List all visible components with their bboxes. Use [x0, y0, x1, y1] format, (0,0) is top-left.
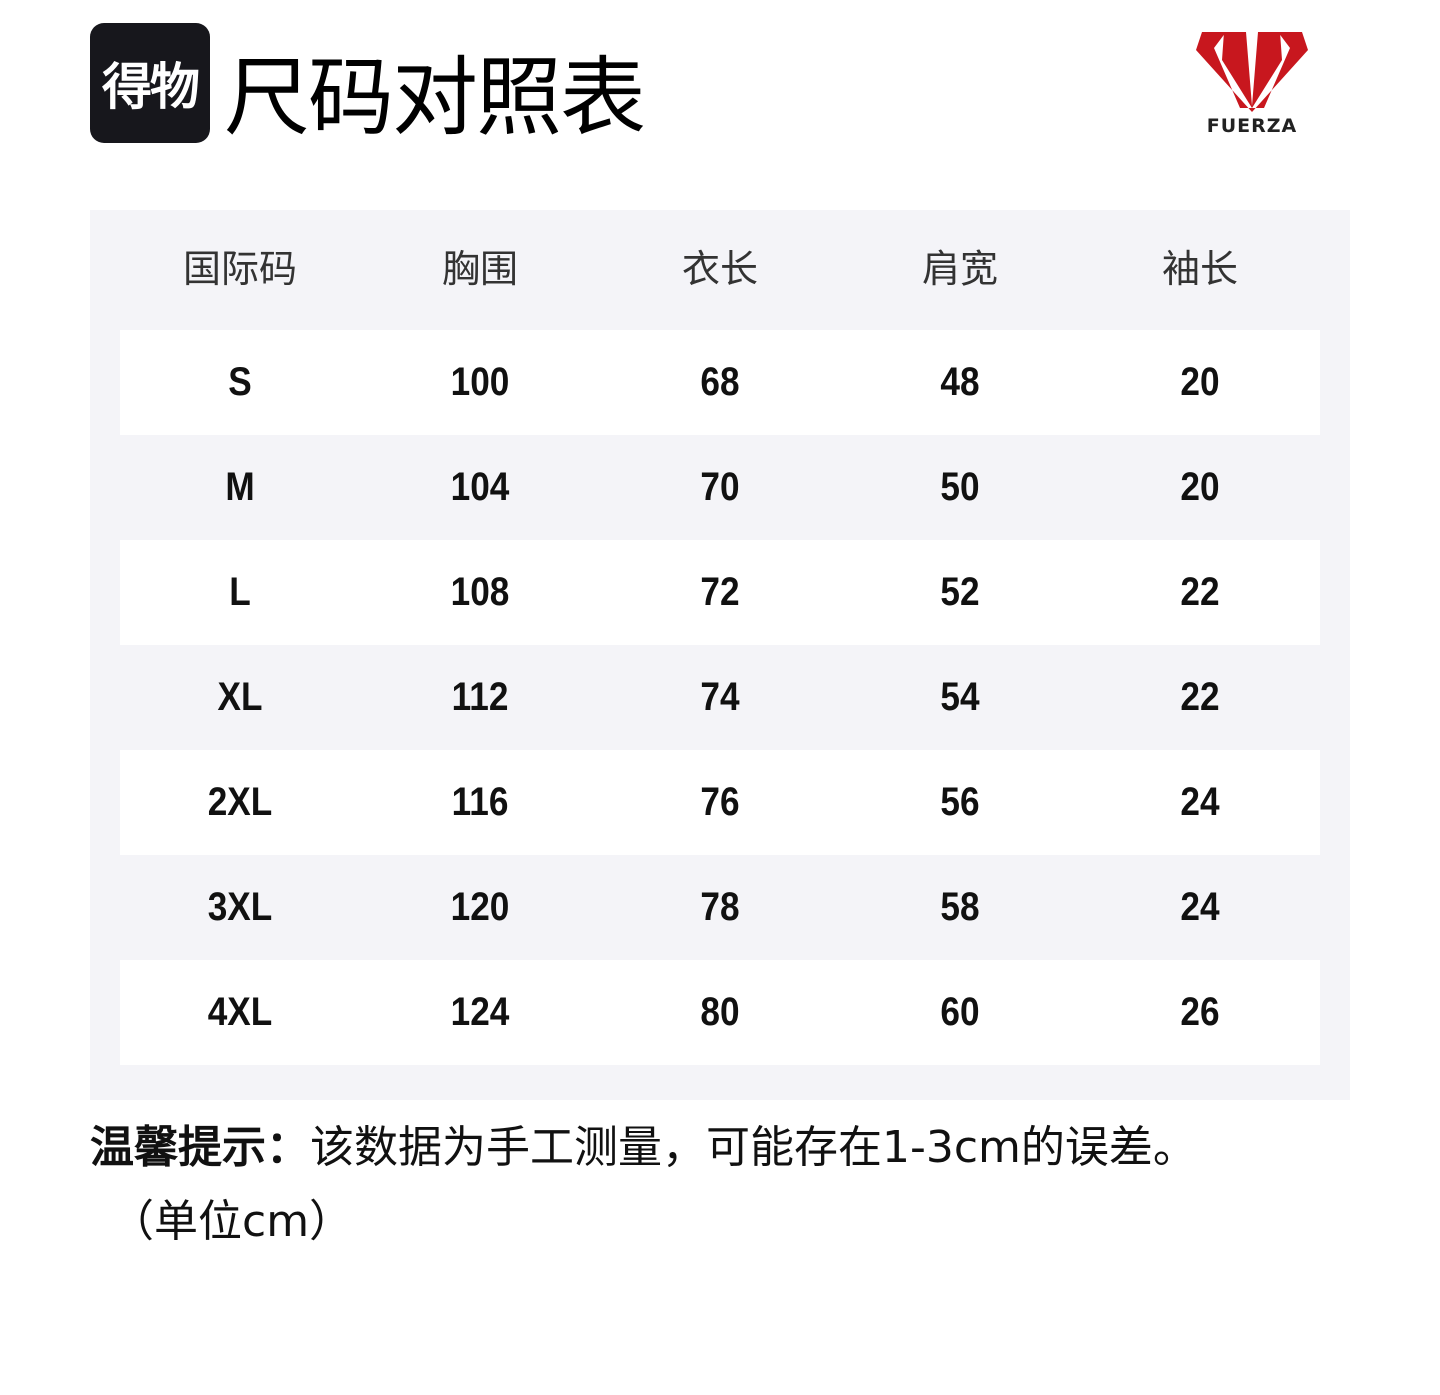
table-cell: 112 — [451, 675, 509, 719]
table-cell: S — [228, 360, 252, 404]
tip-label: 温馨提示： — [90, 1122, 310, 1173]
size-table: 国际码 胸围 衣长 肩宽 袖长 S 100 68 48 20 M 104 70 50 20 L 108 72 52… — [90, 210, 1350, 1100]
table-row: XL 112 74 54 22 — [120, 645, 1320, 750]
fuerza-logo: FUERZA — [1190, 28, 1314, 140]
table-cell: 56 — [940, 780, 980, 824]
table-cell: 26 — [1180, 990, 1220, 1034]
table-cell: 116 — [451, 780, 509, 824]
table-cell: M — [225, 465, 255, 509]
table-cell: 48 — [940, 360, 980, 404]
table-cell: 78 — [700, 885, 740, 929]
table-row: 4XL 124 80 60 26 — [120, 960, 1320, 1065]
table-cell: 20 — [1180, 360, 1220, 404]
table-cell: 100 — [450, 360, 510, 404]
unit-note: （单位cm） — [110, 1196, 354, 1247]
tip-note: 温馨提示：该数据为手工测量，可能存在1-3cm的误差。 — [90, 1118, 1197, 1178]
table-cell: 76 — [700, 780, 740, 824]
table-cell: 60 — [940, 990, 980, 1034]
table-cell: 124 — [450, 990, 510, 1034]
table-row: 2XL 116 76 56 24 — [120, 750, 1320, 855]
tip-text: 该数据为手工测量，可能存在1-3cm的误差。 — [310, 1122, 1197, 1173]
table-row: S 100 68 48 20 — [120, 330, 1320, 435]
table-cell: 120 — [450, 885, 510, 929]
table-cell: 24 — [1180, 885, 1220, 929]
table-cell: 74 — [700, 675, 740, 719]
table-header: 国际码 胸围 衣长 肩宽 袖长 — [120, 210, 1320, 330]
page-title: 尺码对照表 — [224, 48, 646, 148]
table-cell: 22 — [1180, 675, 1220, 719]
table-row: L 108 72 52 22 — [120, 540, 1320, 645]
badge-text: 得物 — [102, 58, 200, 116]
column-header: 衣长 — [681, 247, 758, 291]
table-cell: 52 — [940, 570, 980, 614]
table-cell: XL — [217, 675, 263, 719]
table-cell: 80 — [700, 990, 740, 1034]
table-cell: 3XL — [207, 885, 273, 929]
table-cell: 72 — [700, 570, 740, 614]
table-cell: 20 — [1180, 465, 1220, 509]
table-cell: 108 — [450, 570, 510, 614]
column-header: 肩宽 — [921, 247, 998, 291]
table-cell: 4XL — [207, 990, 273, 1034]
table-cell: 58 — [940, 885, 980, 929]
table-cell: 24 — [1180, 780, 1220, 824]
table-cell: 54 — [940, 675, 980, 719]
fuerza-logo-mark: FUERZA — [1196, 32, 1308, 137]
logo-text: FUERZA — [1207, 115, 1298, 137]
table-cell: L — [229, 570, 251, 614]
table-row: 3XL 120 78 58 24 — [120, 855, 1320, 960]
column-header: 国际码 — [182, 247, 297, 291]
table-cell: 50 — [940, 465, 980, 509]
table-cell: 104 — [450, 465, 510, 509]
dewu-badge: 得物 — [90, 23, 210, 143]
table-cell: 22 — [1180, 570, 1220, 614]
table-row: M 104 70 50 20 — [120, 435, 1320, 540]
table-cell: 2XL — [207, 780, 273, 824]
table-cell: 70 — [700, 465, 740, 509]
column-header: 胸围 — [441, 247, 518, 291]
column-header: 袖长 — [1161, 247, 1238, 291]
table-cell: 68 — [700, 360, 740, 404]
